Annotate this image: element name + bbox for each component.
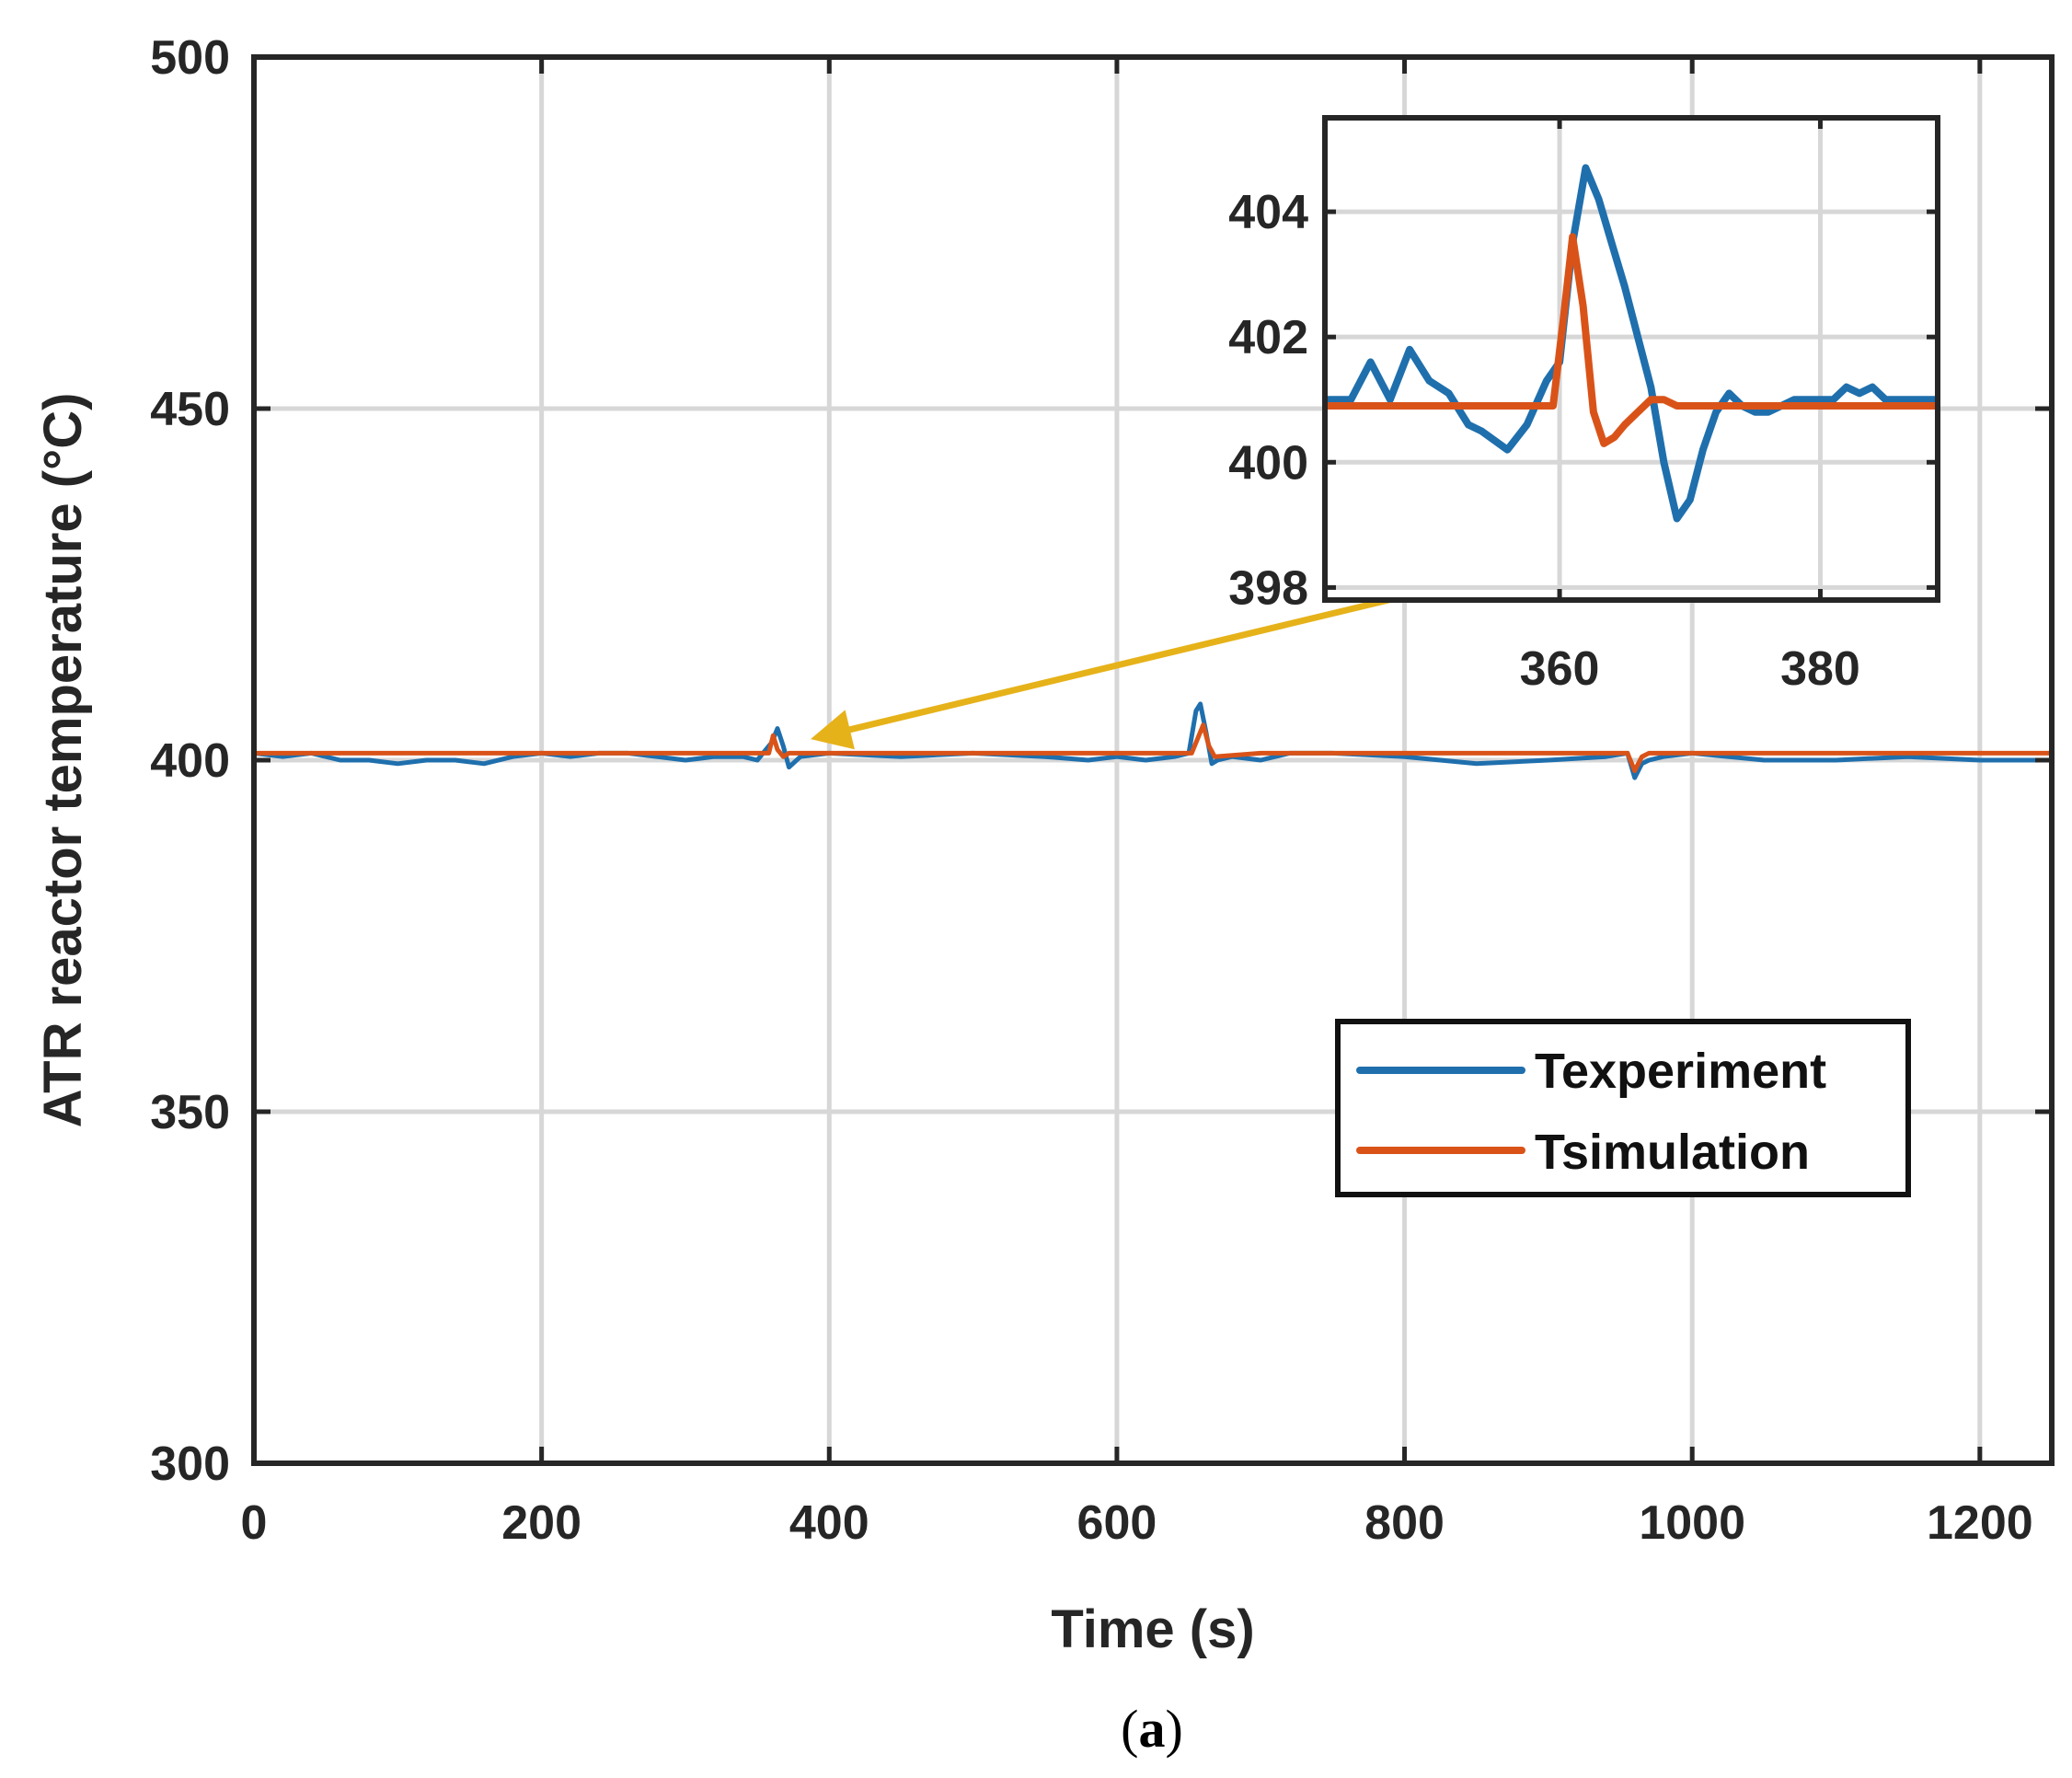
inset-plot-background [1325,118,1938,600]
main-x-tick-label: 1200 [1927,1496,2033,1550]
inset-series-texperiment [1325,164,1938,523]
caption-letter: a [1139,1699,1166,1759]
main-x-tick-label: 800 [1364,1496,1445,1550]
legend: Texperiment Tsimulation [1335,1019,1911,1197]
main-y-tick-label: 400 [150,734,230,788]
x-axis-title: Time (s) [1051,1599,1254,1659]
main-x-tick-label: 0 [241,1496,268,1550]
inset-x-tick-label: 360 [1520,642,1600,696]
inset-plot-frame [1322,115,1940,603]
main-y-tick-label: 450 [150,383,230,436]
main-y-tick-labels: 300 350 400 450 500 [150,31,230,1491]
inset-y-tick-label: 398 [1228,561,1308,615]
inset-y-tick-label: 400 [1228,436,1308,490]
inset-x-tick-labels: 360 380 [1520,642,1860,696]
inset-series [1325,164,1938,523]
inset-y-tick-labels: 398 400 402 404 [1228,186,1308,615]
inset-y-tick-label: 404 [1228,186,1308,239]
annotation-arrow-head [811,710,855,750]
inset-y-tick-label: 402 [1228,311,1308,364]
main-y-tick-label: 300 [150,1437,230,1491]
inset-ticks [1325,118,1938,600]
main-x-tick-label: 400 [789,1496,869,1550]
y-axis-title: ATR reactor temperature (°C) [33,393,93,1128]
inset-axes: 360 380 398 400 402 404 [1228,115,1940,696]
main-series [254,701,2052,780]
main-x-tick-label: 1000 [1639,1496,1745,1550]
legend-box [1335,1019,1911,1197]
main-series-tsimulation [254,722,2052,773]
caption-open-paren: ( [1121,1699,1138,1759]
legend-label-texperiment: Texperiment [1535,1044,1826,1099]
legend-label-tsimulation: Tsimulation [1535,1125,1810,1180]
inset-series-tsimulation [1325,233,1938,447]
main-y-tick-label: 500 [150,31,230,85]
inset-x-tick-label: 380 [1780,642,1860,696]
figure-caption: (a) [1121,1699,1183,1759]
main-x-tick-labels: 0 200 400 600 800 1000 1200 [241,1496,2033,1550]
main-x-tick-label: 200 [501,1496,581,1550]
caption-close-paren: ) [1166,1699,1183,1759]
inset-grid [1325,118,1938,600]
main-x-tick-label: 600 [1077,1496,1157,1550]
main-y-tick-label: 350 [150,1086,230,1139]
main-ticks [251,54,2052,1466]
